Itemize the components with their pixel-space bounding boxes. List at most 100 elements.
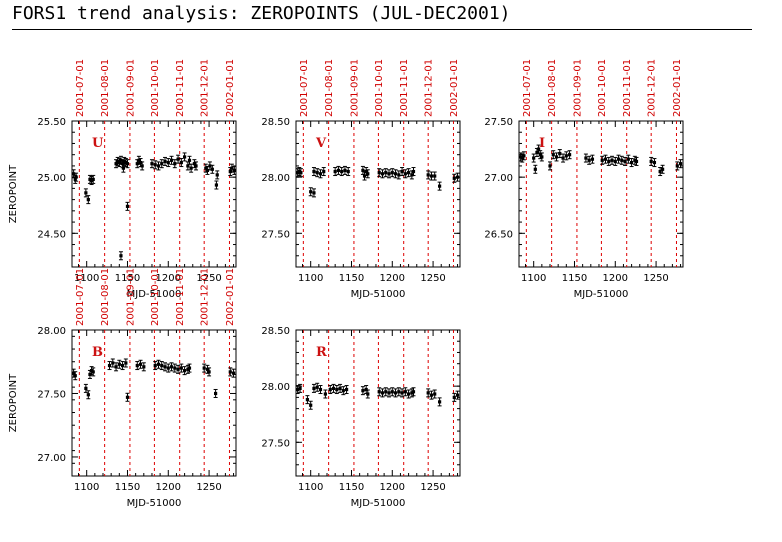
panel-i-date-label: 2001-07-01 [522, 59, 533, 117]
panel-b-data-point [117, 362, 121, 366]
panel-r-data-point [397, 390, 401, 394]
panel-i-data-point [633, 158, 637, 162]
panel-b-date-label: 2001-10-01 [150, 268, 161, 326]
panel-u-data-point [189, 166, 193, 170]
panel-u-x-tick-label: 1200 [156, 273, 181, 284]
panel-u-data-point [204, 166, 208, 170]
panel-b-y-tick-label: 27.50 [37, 389, 66, 400]
title-rule [12, 29, 752, 30]
panel-v-data-point [312, 191, 316, 195]
panel-u-data-point [215, 173, 219, 177]
panel-b-data-point [166, 366, 170, 370]
panel-u-data-point [119, 254, 123, 258]
panel-i-data-point [675, 164, 679, 168]
panel-v-date-label: 2001-10-01 [374, 59, 385, 117]
panel-i-data-point [522, 154, 526, 158]
panel-u-y-tick-label: 25.00 [37, 173, 66, 184]
panel-b-data-point [169, 365, 174, 369]
panel-r-x-axis-label: MJD-51000 [351, 498, 406, 509]
panel-u-data-point [186, 164, 190, 168]
panel-u-data-point [138, 160, 143, 165]
panel-u-data-point [119, 158, 123, 162]
panel-v-group: 2001-07-01 2001-08-01 2001-09-01 2001-10-01… [261, 59, 461, 300]
panel-r-data-point [410, 391, 414, 395]
panel-i-data-point [616, 157, 621, 161]
panel-b-data-point [228, 370, 232, 374]
panel-v-data-point [397, 173, 401, 177]
panel-u-data-point [121, 166, 126, 170]
panel-u-y-tick-label: 25.50 [37, 117, 66, 128]
panel-b-data-point [135, 363, 139, 368]
panel-u-x-axis-label: MJD-51000 [127, 289, 182, 300]
panel-i-data-point [519, 155, 523, 159]
panel-u-data-point [160, 162, 164, 166]
panel-i-data-point [652, 160, 657, 165]
panel-u-data-point [125, 204, 130, 208]
panel-b-data-point [231, 371, 236, 375]
panel-v-x-tick-label: 1200 [380, 273, 405, 284]
panel-r-data-point [438, 400, 442, 404]
panel-r-x-tick-label: 1200 [380, 482, 405, 493]
panel-v-data-point [296, 171, 300, 175]
panel-r-data-point [387, 391, 391, 395]
panel-b-data-point [89, 369, 94, 373]
panel-r-data-point [338, 386, 342, 390]
panel-i-data-point [610, 158, 614, 162]
panel-i-data-point [538, 153, 542, 157]
panel-v-data-point [452, 176, 456, 180]
panel-b-data-point [187, 366, 192, 370]
panel-r-data-point [452, 395, 456, 399]
panel-r-data-point [309, 403, 313, 407]
panel-r-data-point [429, 393, 434, 397]
panel-u-data-point [230, 166, 234, 170]
panel-b-data-point [73, 374, 77, 378]
panel-v-filter-label: V [315, 136, 327, 151]
panel-v-data-point [322, 169, 326, 174]
panel-u-date-label: 2001-08-01 [100, 59, 111, 117]
panel-b-filter-label: B [92, 345, 103, 360]
panel-u-data-point [84, 191, 88, 195]
panel-i-data-point [590, 157, 595, 161]
panel-v-data-point [336, 168, 341, 173]
panel-u-data-point [125, 162, 130, 166]
panel-u-data-point [228, 169, 232, 174]
panel-i-x-tick-label: 1250 [643, 273, 668, 284]
panel-r-data-point [366, 392, 370, 396]
panel-b-data-point [138, 362, 143, 366]
panel-u-data-point [163, 159, 167, 164]
panel-u-data-point [74, 175, 78, 179]
panel-v-data-point [387, 172, 391, 176]
panel-i-y-tick-label: 27.50 [484, 117, 513, 128]
panel-v-y-tick-label: 27.50 [261, 229, 290, 240]
panel-v-data-point [366, 172, 370, 176]
panel-b-data-point [120, 363, 125, 368]
panel-v-data-point [309, 190, 313, 194]
panel-v-y-tick-label: 28.50 [261, 117, 290, 128]
panel-u-date-label: 2001-11-01 [175, 59, 186, 117]
panel-r-data-point [403, 390, 407, 394]
panel-i-data-point [532, 156, 536, 160]
panel-i-data-point [629, 160, 634, 165]
panel-b-x-tick-label: 1100 [74, 482, 99, 493]
panel-u-x-tick-label: 1150 [115, 273, 140, 284]
panel-v-date-label: 2001-12-01 [424, 59, 435, 117]
panel-b-data-point [156, 362, 161, 366]
panel-u-data-point [91, 177, 95, 181]
panel-u-date-label: 2001-10-01 [150, 59, 161, 117]
panel-b-y-tick-label: 27.00 [37, 453, 66, 464]
panel-b-data-point [214, 391, 218, 396]
panel-b-date-label: 2001-07-01 [75, 268, 86, 326]
panel-i-date-label: 2001-12-01 [647, 59, 658, 117]
panel-u-date-label: 2002-01-01 [225, 59, 236, 117]
panel-v-data-point [340, 169, 344, 174]
panel-b-data-point [84, 386, 88, 390]
panel-v-date-label: 2002-01-01 [449, 59, 460, 117]
panel-v-data-point [455, 175, 460, 179]
panel-i-data-point [533, 167, 537, 171]
panel-r-data-point [406, 392, 411, 396]
panel-i-data-point [558, 151, 562, 156]
panel-r-data-point [433, 392, 437, 396]
panel-u-data-point [116, 159, 120, 164]
panel-i-data-point [661, 167, 665, 171]
panel-u-data-point [205, 168, 210, 173]
